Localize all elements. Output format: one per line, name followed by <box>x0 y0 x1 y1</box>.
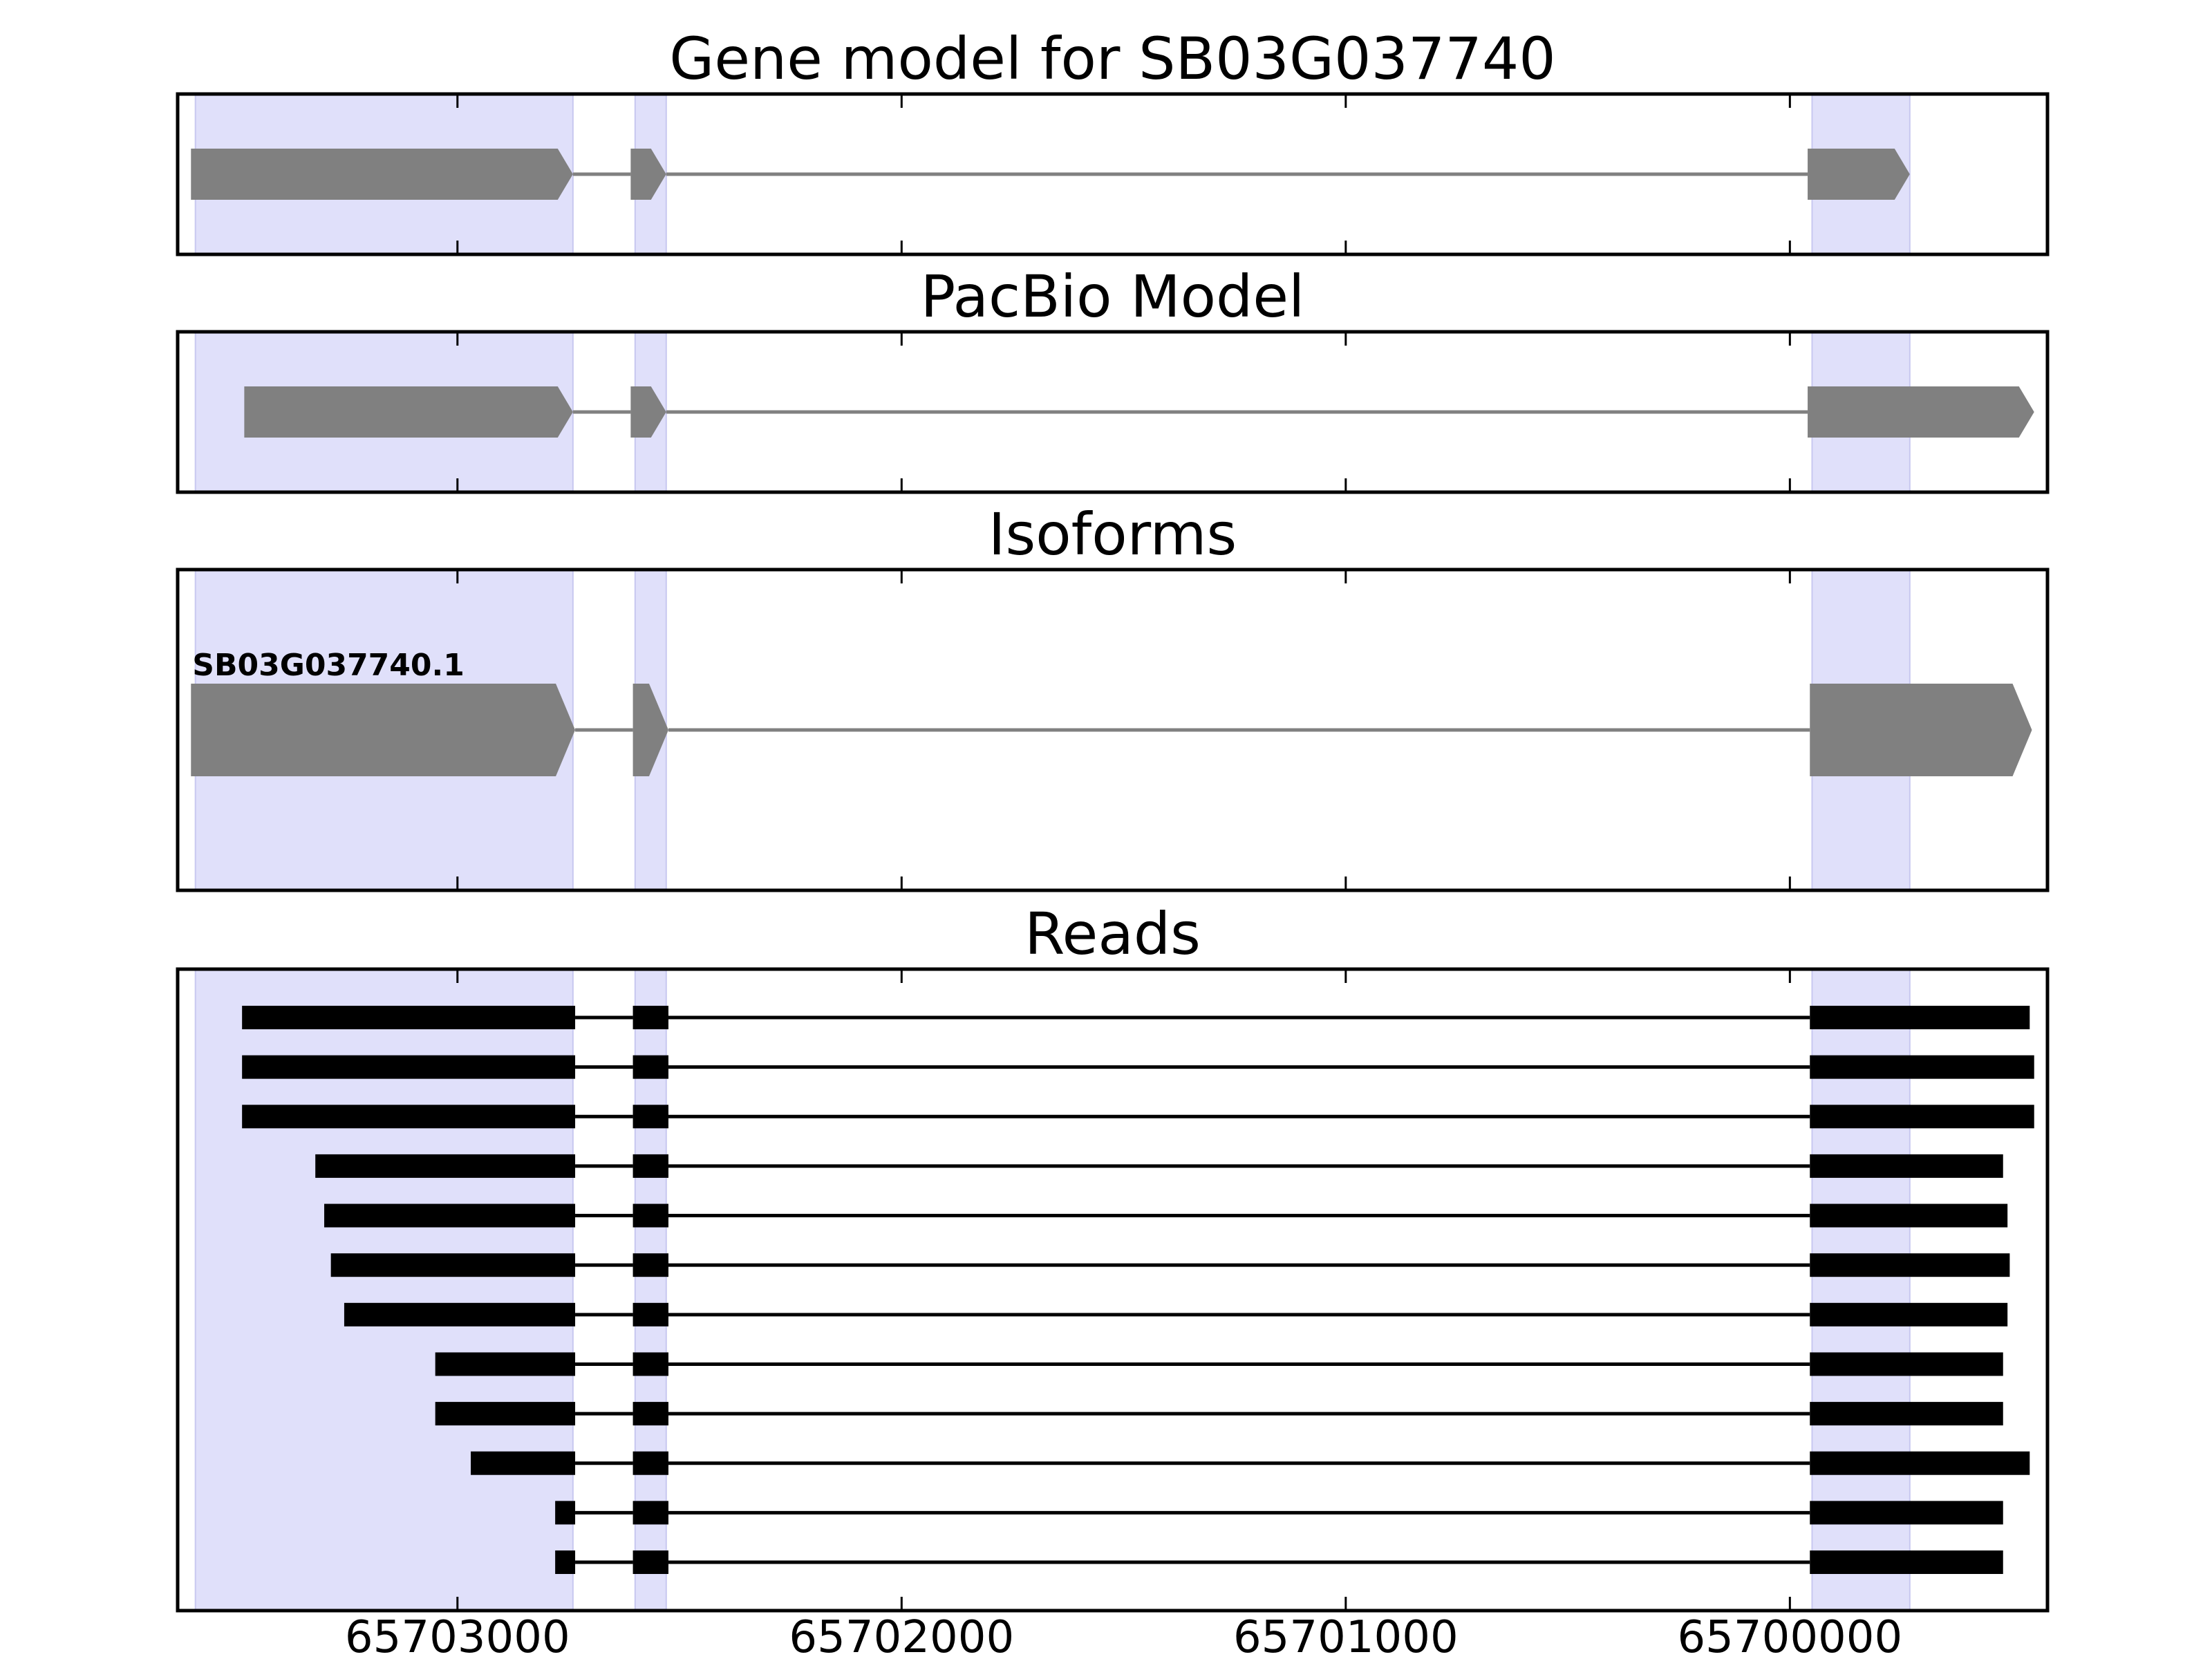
exon-1 <box>191 684 576 776</box>
read-exon <box>632 1352 668 1376</box>
read-exon <box>632 1402 668 1426</box>
read-exon <box>555 1501 576 1525</box>
read-exon <box>1810 1105 2034 1129</box>
read-exon <box>632 1253 668 1277</box>
read-10 <box>471 1451 2030 1475</box>
read-exon <box>330 1253 576 1277</box>
read-exon <box>632 1055 668 1079</box>
read-4 <box>315 1154 2003 1178</box>
read-5 <box>324 1203 2008 1228</box>
read-exon <box>1810 1253 2010 1277</box>
content-layer: Gene model for SB03G037740 PacBio Model Is… <box>191 25 2034 1574</box>
exon-1 <box>191 149 573 200</box>
read-exon <box>242 1105 576 1129</box>
panel-frame <box>176 967 2050 1613</box>
read-exon <box>1810 1402 2003 1426</box>
panel-frame <box>176 92 2050 256</box>
read-exon <box>632 1501 668 1525</box>
read-exon <box>344 1302 576 1327</box>
read-exon <box>1810 1203 2008 1228</box>
read-1 <box>242 1006 2030 1029</box>
exon-3 <box>1810 684 2032 776</box>
read-exon <box>1810 1055 2034 1079</box>
read-exon <box>435 1352 576 1376</box>
read-exon <box>242 1055 576 1079</box>
read-exon <box>1810 1501 2003 1525</box>
read-11 <box>555 1501 2003 1525</box>
read-exon <box>315 1154 576 1178</box>
read-2 <box>242 1055 2034 1079</box>
exon-2 <box>630 386 666 438</box>
read-exon <box>632 1451 668 1475</box>
panel-frame <box>176 330 2050 494</box>
read-exon <box>632 1105 668 1129</box>
exon-2 <box>632 684 668 776</box>
read-exon <box>1810 1006 2030 1029</box>
read-exon <box>632 1203 668 1228</box>
read-exon <box>632 1006 668 1029</box>
x-tick-label: 65700000 <box>1677 1612 1902 1659</box>
read-exon <box>632 1550 668 1574</box>
exon-1 <box>244 386 573 438</box>
x-tick-label: 65703000 <box>345 1612 570 1659</box>
read-exon <box>435 1402 576 1426</box>
read-6 <box>330 1253 2010 1277</box>
read-exon <box>1810 1154 2003 1178</box>
read-exon <box>1810 1550 2003 1574</box>
read-3 <box>242 1105 2034 1129</box>
panel-title: Gene model for SB03G037740 <box>669 25 1555 93</box>
read-exon <box>1810 1352 2003 1376</box>
panel-title: PacBio Model <box>921 263 1305 330</box>
panel-title: Isoforms <box>988 500 1237 568</box>
x-axis-tick-labels: 65703000 65702000 65701000 65700000 <box>345 1612 1902 1659</box>
read-8 <box>435 1352 2003 1376</box>
isoform-label: SB03G037740.1 <box>192 648 465 683</box>
exon-3 <box>1808 149 1910 200</box>
read-exon <box>324 1203 576 1228</box>
panel-title: Reads <box>1024 900 1201 968</box>
read-exon <box>632 1154 668 1178</box>
read-exon <box>471 1451 576 1475</box>
read-exon <box>1810 1302 2008 1327</box>
read-7 <box>344 1302 2008 1327</box>
exon-3 <box>1808 386 2034 438</box>
frame-layer <box>176 92 2050 1613</box>
read-exon <box>632 1302 668 1327</box>
read-12 <box>555 1550 2003 1574</box>
read-exon <box>242 1006 576 1029</box>
panel-frame <box>176 568 2050 892</box>
x-tick-label: 65701000 <box>1233 1612 1459 1659</box>
exon-2 <box>630 149 666 200</box>
read-exon <box>1810 1451 2030 1475</box>
x-tick-label: 65702000 <box>789 1612 1014 1659</box>
read-exon <box>555 1550 576 1574</box>
read-9 <box>435 1402 2003 1426</box>
